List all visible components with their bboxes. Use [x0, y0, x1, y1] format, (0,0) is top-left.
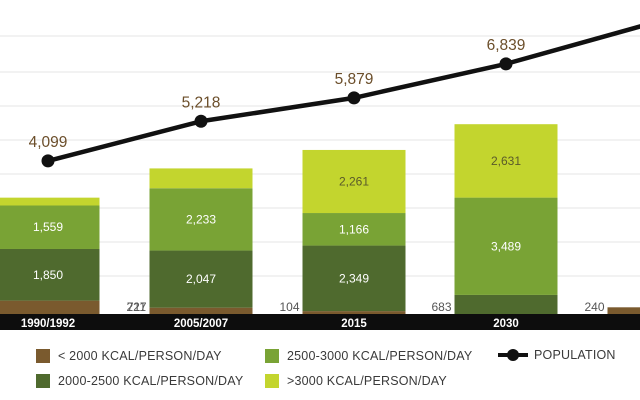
legend-item-population: POPULATION — [498, 348, 616, 362]
legend-label-over-3000: >3000 KCAL/PERSON/DAY — [287, 374, 447, 388]
legend-item-2000-2500: 2000-2500 KCAL/PERSON/DAY — [36, 374, 243, 388]
bar-2500-3000-1 — [149, 188, 253, 251]
bar-over-3000-0 — [0, 197, 100, 206]
legend-item-over-3000: >3000 KCAL/PERSON/DAY — [265, 374, 447, 388]
x-axis-band — [0, 314, 640, 330]
data-label-2500-3000-0: 1,559 — [33, 220, 63, 234]
legend-item-under-2000: < 2000 KCAL/PERSON/DAY — [36, 349, 222, 363]
bar-over-3000-2 — [302, 149, 406, 214]
x-tick-label-2: 2015 — [341, 318, 367, 330]
data-label-2500-3000-2: 1,166 — [339, 222, 369, 236]
population-label-2: 5,879 — [335, 71, 374, 88]
bar-over-3000-1 — [149, 168, 253, 189]
legend-label-2500-3000: 2500-3000 KCAL/PERSON/DAY — [287, 349, 473, 363]
legend-marker-population — [498, 348, 528, 362]
data-label-2500-3000-3: 3,489 — [491, 239, 521, 253]
legend-label-population: POPULATION — [534, 348, 616, 362]
population-point-3 — [499, 57, 513, 71]
legend-swatch-over-3000 — [265, 374, 279, 388]
data-label-under-2000-2: 104 — [279, 300, 299, 314]
population-line: 4,099 5,218 5,879 6,839 — [29, 24, 640, 168]
x-tick-label-1: 2005/2007 — [174, 318, 228, 330]
x-axis-tick-labels: 1990/1992 2005/2007 2015 2030 — [21, 318, 519, 330]
bar-2000-2500-2 — [302, 245, 406, 312]
legend-label-2000-2500: 2000-2500 KCAL/PERSON/DAY — [58, 374, 244, 388]
data-label-2500-3000-1: 2,233 — [186, 212, 216, 226]
data-label-2000-2500-3: 683 — [431, 300, 451, 314]
population-label-0: 4,099 — [29, 134, 68, 151]
bar-under-2000-2 — [302, 311, 406, 314]
population-point-1 — [194, 114, 208, 128]
bar-2500-3000-0 — [0, 205, 100, 249]
data-label-under-2000-1: 227 — [126, 300, 146, 314]
population-label-1: 5,218 — [182, 94, 221, 111]
legend-label-under-2000: < 2000 KCAL/PERSON/DAY — [58, 349, 222, 363]
data-label-2000-2500-1: 2,047 — [186, 272, 216, 286]
data-label-over-3000-1: 711 — [127, 300, 146, 314]
bar-2500-3000-3 — [454, 197, 558, 295]
legend-swatch-2500-3000 — [265, 349, 279, 363]
bar-under-2000-0 — [0, 300, 100, 314]
bar-2500-3000-2 — [302, 213, 406, 246]
bar-under-2000-1 — [149, 307, 253, 314]
legend-item-2500-3000: 2500-3000 KCAL/PERSON/DAY — [265, 349, 472, 363]
bar-over-3000-3 — [454, 124, 558, 198]
x-tick-label-0: 1990/1992 — [21, 318, 75, 330]
bars: 4801,8501,5592812272,0472,2337111042,349… — [0, 124, 640, 314]
chart: 4801,8501,5592812272,0472,2337111042,349… — [0, 24, 640, 330]
population-label-3: 6,839 — [487, 37, 526, 54]
data-label-over-3000-2: 2,261 — [339, 174, 369, 188]
data-label-over-3000-3: 2,631 — [491, 154, 521, 168]
data-label-2000-2500-2: 2,349 — [339, 271, 369, 285]
legend: < 2000 KCAL/PERSON/DAY 2000-2500 KCAL/PE… — [0, 330, 640, 400]
bar-2000-2500-0 — [0, 248, 100, 301]
population-point-0 — [41, 154, 55, 168]
x-tick-label-3: 2030 — [493, 318, 519, 330]
data-label-under-2000-4: 240 — [584, 300, 604, 314]
legend-swatch-2000-2500 — [36, 374, 50, 388]
bar-under-2000-4 — [607, 307, 640, 314]
bar-2000-2500-1 — [149, 250, 253, 308]
data-label-2000-2500-0: 1,850 — [33, 268, 63, 282]
legend-swatch-under-2000 — [36, 349, 50, 363]
population-point-2 — [347, 91, 361, 105]
bar-2000-2500-3 — [454, 294, 558, 314]
